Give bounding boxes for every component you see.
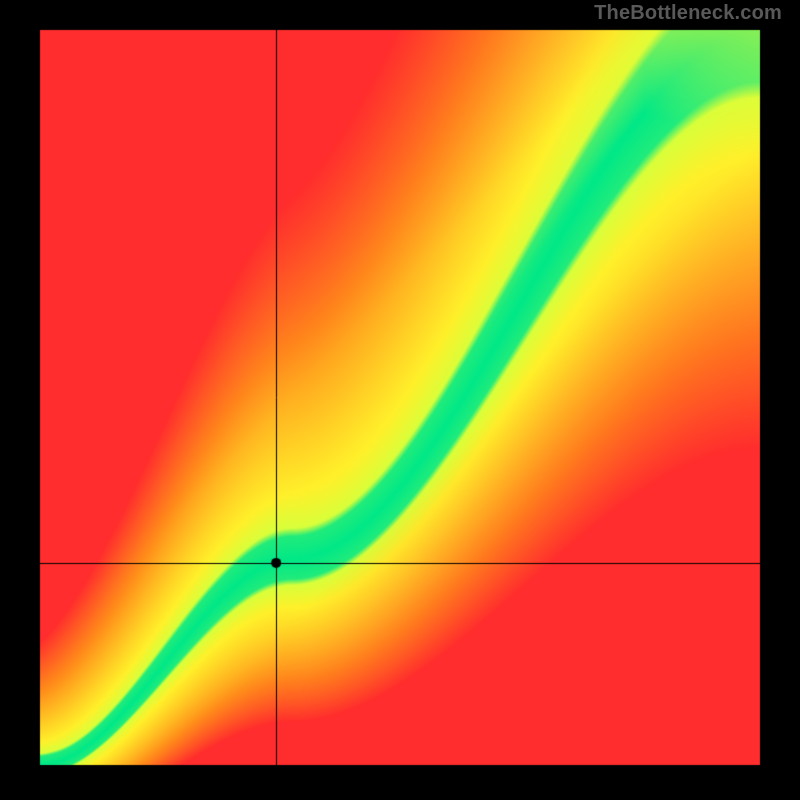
heatmap-canvas	[0, 0, 800, 800]
chart-wrapper: TheBottleneck.com	[0, 0, 800, 800]
watermark-text: TheBottleneck.com	[594, 2, 782, 25]
